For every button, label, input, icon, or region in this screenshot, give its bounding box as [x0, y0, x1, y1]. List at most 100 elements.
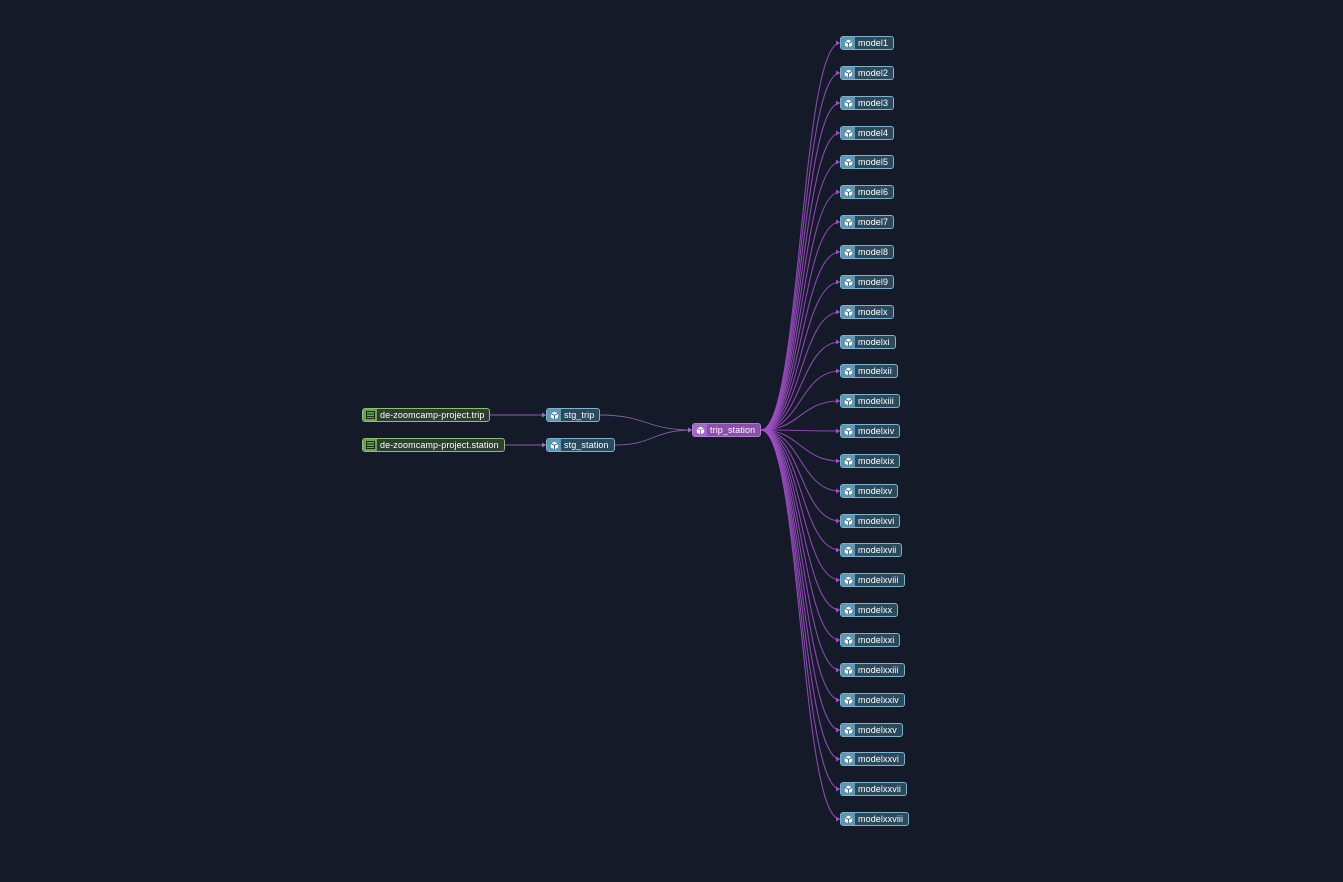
model-cube-icon: [841, 694, 855, 706]
edge-trip-station-to-modelxii: [760, 370, 841, 431]
model-node-modelxiv[interactable]: modelxiv: [840, 424, 901, 438]
model-node-model9[interactable]: model9: [840, 275, 895, 289]
model-cube-icon: [841, 336, 855, 348]
model-node-label: model1: [858, 38, 889, 48]
model-node-label: modelxxv: [858, 725, 897, 735]
edge-trip-station-to-modelxix: [760, 429, 841, 462]
model-node-modelxii[interactable]: modelxii: [840, 364, 898, 378]
model-node-modelxvii[interactable]: modelxvii: [840, 543, 903, 557]
model-node-modelxx[interactable]: modelxx: [840, 603, 899, 617]
model-node-model6[interactable]: model6: [840, 185, 895, 199]
model-node-modelxi[interactable]: modelxi: [840, 335, 896, 349]
model-cube-icon: [841, 485, 855, 497]
model-cube-icon: [841, 67, 855, 79]
model-cube-icon: [841, 724, 855, 736]
model-cube-icon: [841, 813, 855, 825]
model-node-label: modelxvi: [858, 516, 895, 526]
model-cube-icon: [841, 127, 855, 139]
model-node-label: model4: [858, 128, 889, 138]
model-node-label: modelxviii: [858, 575, 899, 585]
edge-trip-station-to-modelxxi: [760, 429, 841, 641]
model-node-modelxxvi[interactable]: modelxxvi: [840, 752, 905, 766]
edge-stg-station-to-trip-station: [614, 429, 693, 446]
model-node-label: model7: [858, 217, 889, 227]
edge-trip-station-to-modelxv: [760, 429, 841, 492]
edge-trip-station-to-model8: [760, 251, 841, 431]
model-node-model4[interactable]: model4: [840, 126, 895, 140]
model-node-model3[interactable]: model3: [840, 96, 895, 110]
edge-trip-station-to-model6: [760, 191, 841, 431]
model-cube-icon: [841, 425, 855, 437]
model-cube-icon: [841, 664, 855, 676]
model-cube-icon: [841, 306, 855, 318]
edge-trip-station-to-modelxxvi: [760, 429, 841, 760]
edge-trip-station-to-modelxiii: [760, 400, 841, 431]
model-node-modelxxi[interactable]: modelxxi: [840, 633, 901, 647]
model-node-modelxxviii[interactable]: modelxxviii: [840, 812, 910, 826]
model-node-model7[interactable]: model7: [840, 215, 895, 229]
edge-trip-station-to-modelxi: [760, 341, 841, 431]
source-node-label: de-zoomcamp-project.station: [380, 440, 499, 450]
model-node-model2[interactable]: model2: [840, 66, 895, 80]
model-node-label: modelxi: [858, 337, 890, 347]
model-node-label: modelxiii: [858, 396, 894, 406]
model-cube-icon: [841, 574, 855, 586]
model-cube-icon: [841, 276, 855, 288]
model-node-modelxxvii[interactable]: modelxxvii: [840, 782, 908, 796]
model-node-model1[interactable]: model1: [840, 36, 895, 50]
edge-trip-station-to-modelxxv: [760, 429, 841, 731]
edge-trip-station-to-model9: [760, 281, 841, 431]
model-node-modelxvi[interactable]: modelxvi: [840, 514, 901, 528]
model-node-modelxviii[interactable]: modelxviii: [840, 573, 905, 587]
model-node-label: stg_trip: [564, 410, 595, 420]
edge-trip-station-to-modelx: [760, 311, 841, 431]
source-table-icon: [363, 439, 377, 451]
model-node-label: modelxxiii: [858, 665, 899, 675]
model-node-label: model5: [858, 157, 889, 167]
source-table-icon: [363, 409, 377, 421]
model-cube-icon: [841, 783, 855, 795]
model-cube-icon: [547, 439, 561, 451]
edge-trip-station-to-modelxxiii: [760, 429, 841, 671]
edge-trip-station-to-modelxviii: [760, 429, 841, 581]
model-node-modelxxiv[interactable]: modelxxiv: [840, 693, 905, 707]
model-node-label: model6: [858, 187, 889, 197]
model-node-label: trip_station: [710, 425, 756, 435]
model-node-label: modelxiv: [858, 426, 895, 436]
model-cube-icon: [841, 246, 855, 258]
source-node-station[interactable]: de-zoomcamp-project.station: [362, 438, 505, 452]
model-node-trip-station[interactable]: trip_station: [692, 423, 762, 437]
model-node-label: model3: [858, 98, 889, 108]
edge-trip-station-to-modelxvii: [760, 429, 841, 551]
model-cube-icon: [841, 753, 855, 765]
model-node-label: modelxxviii: [858, 814, 904, 824]
edge-trip-station-to-model4: [760, 132, 841, 431]
model-node-modelxix[interactable]: modelxix: [840, 454, 901, 468]
source-node-label: de-zoomcamp-project.trip: [380, 410, 485, 420]
model-node-label: modelxxvi: [858, 754, 899, 764]
model-cube-icon: [693, 424, 707, 436]
model-node-modelxiii[interactable]: modelxiii: [840, 394, 900, 408]
model-node-label: modelxii: [858, 366, 892, 376]
model-node-model8[interactable]: model8: [840, 245, 895, 259]
model-cube-icon: [547, 409, 561, 421]
model-node-label: modelxx: [858, 605, 893, 615]
edge-trip-station-to-modelxiv: [760, 429, 841, 432]
model-node-modelx[interactable]: modelx: [840, 305, 894, 319]
model-node-stg-station[interactable]: stg_station: [546, 438, 615, 452]
edge-trip-station-to-model7: [760, 221, 841, 431]
model-node-label: modelxxi: [858, 635, 895, 645]
edge-trip-station-to-model1: [760, 42, 841, 431]
model-node-modelxv[interactable]: modelxv: [840, 484, 899, 498]
model-cube-icon: [841, 515, 855, 527]
model-cube-icon: [841, 186, 855, 198]
model-node-stg-trip[interactable]: stg_trip: [546, 408, 601, 422]
model-node-label: stg_station: [564, 440, 609, 450]
model-node-modelxxiii[interactable]: modelxxiii: [840, 663, 905, 677]
model-node-model5[interactable]: model5: [840, 155, 895, 169]
model-node-modelxxv[interactable]: modelxxv: [840, 723, 903, 737]
model-node-label: modelxix: [858, 456, 895, 466]
model-node-label: modelxxiv: [858, 695, 899, 705]
source-node-trip[interactable]: de-zoomcamp-project.trip: [362, 408, 491, 422]
